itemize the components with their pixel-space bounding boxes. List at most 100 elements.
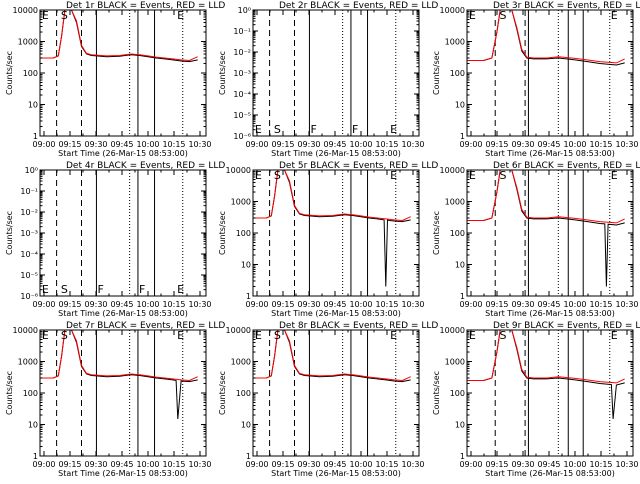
plot-frame bbox=[252, 9, 420, 137]
y-tick-label: 10⁻⁵ bbox=[20, 271, 38, 280]
plot-frame bbox=[466, 329, 634, 457]
x-tick-label: 10:00 bbox=[136, 300, 159, 309]
x-axis-label: Start Time (26-Mar-15 08:53:00) bbox=[58, 469, 188, 478]
x-tick-label: 09:00 bbox=[459, 140, 482, 149]
x-tick-label: 10:00 bbox=[563, 300, 586, 309]
y-tick-label: 1 bbox=[460, 452, 465, 461]
y-tick-label: 1000 bbox=[18, 358, 38, 367]
y-tick-label: 10⁻⁶ bbox=[233, 132, 251, 141]
panel-title: Det 7r BLACK = Events, RED = LLD bbox=[66, 321, 225, 331]
x-tick-label: 10:30 bbox=[401, 460, 424, 469]
flag-label: E bbox=[177, 9, 184, 22]
y-tick-label: 10 bbox=[28, 101, 38, 110]
x-tick-label: 09:00 bbox=[459, 460, 482, 469]
y-axis-label: Counts/sec bbox=[218, 51, 227, 95]
lld-series-line bbox=[467, 9, 625, 64]
y-tick-label: 100 bbox=[23, 389, 38, 398]
x-tick-label: 09:00 bbox=[32, 300, 55, 309]
x-tick-label: 09:15 bbox=[58, 460, 81, 469]
x-tick-label: 09:45 bbox=[110, 460, 133, 469]
x-tick-label: 10:00 bbox=[563, 460, 586, 469]
x-tick-label: 09:00 bbox=[32, 140, 55, 149]
detector-panel-4: Det 4r BLACK = Events, RED = LLD 10⁻⁶ 10⁻⁵… bbox=[5, 161, 225, 318]
y-tick-label: 10 bbox=[455, 261, 465, 270]
flag-label: E bbox=[611, 329, 618, 342]
lld-series-line bbox=[253, 169, 411, 222]
plot-frame bbox=[39, 169, 207, 297]
x-axis-label: Start Time (26-Mar-15 08:53:00) bbox=[271, 149, 401, 158]
y-tick-label: 10000 bbox=[226, 326, 251, 335]
events-series-line bbox=[253, 169, 411, 287]
flag-label: E bbox=[177, 329, 184, 342]
y-tick-label: 100 bbox=[236, 389, 251, 398]
x-tick-label: 09:45 bbox=[323, 460, 346, 469]
y-axis-label: Counts/sec bbox=[432, 211, 441, 255]
x-tick-label: 10:15 bbox=[162, 460, 185, 469]
x-tick-label: 09:45 bbox=[323, 140, 346, 149]
x-tick-label: 09:30 bbox=[297, 140, 320, 149]
plot-frame bbox=[252, 169, 420, 297]
x-tick-label: 09:45 bbox=[110, 140, 133, 149]
x-tick-label: 09:30 bbox=[84, 300, 107, 309]
x-tick-label: 09:15 bbox=[271, 460, 294, 469]
x-axis-label: Start Time (26-Mar-15 08:53:00) bbox=[485, 469, 615, 478]
flag-label: E bbox=[390, 169, 397, 182]
x-tick-label: 10:15 bbox=[375, 300, 398, 309]
y-tick-label: 100 bbox=[236, 229, 251, 238]
flag-label: S bbox=[500, 329, 507, 342]
panel-title: Det 2r BLACK = Events, RED = LLD bbox=[279, 1, 438, 11]
x-tick-label: 09:45 bbox=[323, 300, 346, 309]
flag-label: E bbox=[469, 329, 476, 342]
x-tick-label: 10:15 bbox=[589, 460, 612, 469]
flag-label: E bbox=[42, 283, 49, 296]
x-tick-label: 09:15 bbox=[58, 300, 81, 309]
y-tick-label: 1000 bbox=[445, 38, 465, 47]
y-tick-label: 10⁻⁵ bbox=[233, 111, 251, 120]
x-tick-label: 09:30 bbox=[511, 300, 534, 309]
panel-title: Det 3r BLACK = Events, RED = LLD bbox=[493, 1, 640, 11]
y-axis-label: Counts/sec bbox=[5, 211, 14, 255]
x-tick-label: 09:45 bbox=[537, 460, 560, 469]
x-tick-label: 10:00 bbox=[349, 460, 372, 469]
y-tick-label: 1 bbox=[246, 292, 251, 301]
detector-panel-1: Det 1r BLACK = Events, RED = LLD 1 10 100 10… bbox=[5, 1, 225, 158]
x-axis-label: Start Time (26-Mar-15 08:53:00) bbox=[485, 309, 615, 318]
x-tick-label: 10:00 bbox=[349, 300, 372, 309]
x-tick-label: 10:15 bbox=[375, 140, 398, 149]
flag-label: S bbox=[61, 283, 68, 296]
y-tick-label: 10000 bbox=[440, 166, 465, 175]
flag-label: S bbox=[61, 329, 68, 342]
y-tick-label: 10⁻⁴ bbox=[233, 90, 251, 99]
flag-label: S bbox=[274, 329, 281, 342]
y-tick-label: 1000 bbox=[445, 358, 465, 367]
y-tick-label: 10000 bbox=[13, 6, 38, 15]
flag-label: E bbox=[611, 9, 618, 22]
y-tick-label: 10⁻³ bbox=[20, 229, 38, 238]
x-tick-label: 10:00 bbox=[349, 140, 372, 149]
lld-series-line bbox=[467, 329, 625, 384]
x-tick-label: 09:15 bbox=[271, 300, 294, 309]
y-tick-label: 10000 bbox=[13, 326, 38, 335]
y-tick-label: 10000 bbox=[226, 166, 251, 175]
flag-label: S bbox=[500, 169, 507, 182]
x-tick-label: 09:15 bbox=[485, 460, 508, 469]
x-tick-label: 10:30 bbox=[188, 140, 211, 149]
events-series-line bbox=[467, 329, 625, 420]
x-tick-label: 10:15 bbox=[162, 140, 185, 149]
lld-series-line bbox=[467, 169, 625, 224]
y-axis-label: Counts/sec bbox=[432, 51, 441, 95]
x-tick-label: 10:30 bbox=[188, 460, 211, 469]
x-tick-label: 10:30 bbox=[401, 140, 424, 149]
y-tick-label: 1000 bbox=[18, 38, 38, 47]
flag-label: E bbox=[255, 329, 262, 342]
y-tick-label: 10⁻⁴ bbox=[20, 250, 38, 259]
x-tick-label: 10:00 bbox=[136, 460, 159, 469]
y-tick-label: 10⁻³ bbox=[233, 69, 251, 78]
y-axis-label: Counts/sec bbox=[218, 371, 227, 415]
x-tick-label: 09:30 bbox=[84, 140, 107, 149]
x-tick-label: 10:15 bbox=[375, 460, 398, 469]
flag-label: E bbox=[255, 123, 262, 136]
y-axis-label: Counts/sec bbox=[5, 51, 14, 95]
y-tick-label: 10 bbox=[241, 421, 251, 430]
x-tick-label: 09:15 bbox=[485, 300, 508, 309]
